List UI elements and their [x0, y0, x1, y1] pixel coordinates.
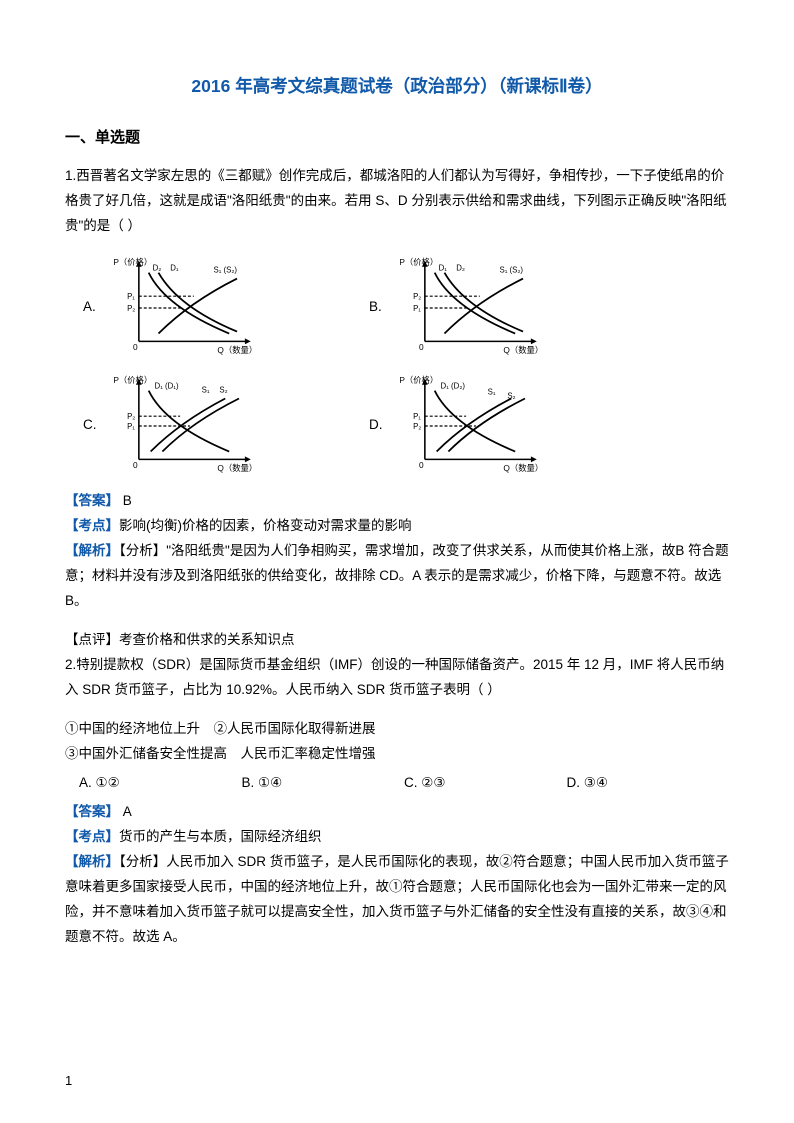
svg-text:P（价格）: P（价格） [399, 257, 438, 267]
svg-text:0: 0 [419, 342, 424, 352]
svg-text:S₁ (S₂): S₁ (S₂) [213, 266, 237, 275]
chart-b: P（价格） Q（数量） 0 D₁ D₂ S₁ (S₂) P₂ P₁ [397, 253, 545, 361]
svg-text:Q（数量）: Q（数量） [503, 345, 543, 355]
svg-text:D₁ (D₂): D₁ (D₂) [441, 382, 466, 391]
svg-text:D₁: D₁ [439, 264, 448, 273]
svg-text:0: 0 [133, 342, 138, 352]
svg-text:P₁: P₁ [413, 304, 421, 313]
label-a: A. [83, 295, 111, 320]
label-c: C. [83, 413, 111, 438]
section-header: 一、单选题 [65, 124, 729, 152]
option-b: B. P（价格） Q（数量） 0 D₁ D₂ S₁ (S₂) P₂ P₁ [369, 253, 545, 361]
svg-text:P₂: P₂ [127, 412, 135, 421]
page-number: 1 [65, 1069, 72, 1093]
svg-text:D₂: D₂ [456, 264, 465, 273]
svg-text:S₁: S₁ [202, 386, 210, 395]
option-d: D. P（价格） Q（数量） 0 D₁ (D₂) S₁ S₂ P₁ P₂ [369, 371, 545, 479]
q2-opt-b: B. ①④ [242, 771, 405, 796]
q1-text: 1.西晋著名文学家左思的《三都赋》创作完成后，都城洛阳的人们都认为写得好，争相传… [65, 164, 729, 239]
q1-kaodian: 【考点】影响(均衡)价格的因素，价格变动对需求量的影响 [65, 514, 729, 539]
svg-text:P₁: P₁ [127, 422, 135, 431]
option-a: A. P（价格） Q（数量） 0 D₂ D₁ S₁ (S₂) P₁ P₂ [83, 253, 259, 361]
q2-stmts1: ①中国的经济地位上升 ②人民币国际化取得新进展 [65, 717, 729, 742]
svg-text:S₁ (S₂): S₁ (S₂) [499, 266, 523, 275]
q2-text: 2.特别提款权（SDR）是国际货币基金组织（IMF）创设的一种国际储备资产。20… [65, 653, 729, 703]
svg-text:D₁: D₁ [170, 264, 179, 273]
svg-text:P₁: P₁ [127, 292, 135, 301]
chart-d: P（价格） Q（数量） 0 D₁ (D₂) S₁ S₂ P₁ P₂ [397, 371, 545, 479]
q2-options: A. ①② B. ①④ C. ②③ D. ③④ [65, 771, 729, 796]
svg-text:D₁ (D₁): D₁ (D₁) [155, 382, 179, 391]
q2-opt-c: C. ②③ [404, 771, 567, 796]
svg-text:0: 0 [133, 460, 138, 470]
svg-text:S₁: S₁ [488, 388, 496, 397]
svg-text:Q（数量）: Q（数量） [503, 463, 543, 473]
chart-c: P（价格） Q（数量） 0 D₁ (D₁) S₁ S₂ P₂ P₁ [111, 371, 259, 479]
svg-text:D₂: D₂ [153, 264, 162, 273]
svg-text:P₂: P₂ [413, 422, 421, 431]
q1-jiexi: 【解析】【分析】"洛阳纸贵"是因为人们争相购买，需求增加，改变了供求关系，从而使… [65, 539, 729, 614]
option-c: C. P（价格） Q（数量） 0 D₁ (D₁) S₁ S₂ P₂ P₁ [83, 371, 259, 479]
chart-a: P（价格） Q（数量） 0 D₂ D₁ S₁ (S₂) P₁ P₂ [111, 253, 259, 361]
svg-text:0: 0 [419, 460, 424, 470]
svg-text:P（价格）: P（价格） [113, 375, 152, 385]
q2-stmts2: ③中国外汇储备安全性提高 人民币汇率稳定性增强 [65, 742, 729, 767]
svg-text:S₂: S₂ [507, 392, 515, 401]
q2-jiexi: 【解析】【分析】人民币加入 SDR 货币篮子，是人民币国际化的表现，故②符合题意… [65, 850, 729, 950]
svg-text:Q（数量）: Q（数量） [217, 463, 257, 473]
chart-row-2: C. P（价格） Q（数量） 0 D₁ (D₁) S₁ S₂ P₂ P₁ [65, 371, 729, 479]
chart-row-1: A. P（价格） Q（数量） 0 D₂ D₁ S₁ (S₂) P₁ P₂ [65, 253, 729, 361]
svg-text:Q（数量）: Q（数量） [217, 345, 257, 355]
q2-answer: 【答案】 A [65, 800, 729, 825]
svg-text:S₂: S₂ [219, 386, 227, 395]
page-title: 2016 年高考文综真题试卷（政治部分）（新课标Ⅱ卷） [65, 70, 729, 102]
q2-kaodian: 【考点】货币的产生与本质，国际经济组织 [65, 825, 729, 850]
q2-opt-d: D. ③④ [567, 771, 730, 796]
svg-text:P₂: P₂ [127, 304, 135, 313]
svg-text:P₁: P₁ [413, 412, 421, 421]
q2-opt-a: A. ①② [65, 771, 242, 796]
svg-text:P（价格）: P（价格） [399, 375, 438, 385]
svg-text:P₂: P₂ [413, 292, 421, 301]
q1-dianping: 【点评】考查价格和供求的关系知识点 [65, 628, 729, 653]
svg-text:P（价格）: P（价格） [113, 257, 152, 267]
q1-answer: 【答案】 B [65, 489, 729, 514]
label-d: D. [369, 413, 397, 438]
label-b: B. [369, 295, 397, 320]
